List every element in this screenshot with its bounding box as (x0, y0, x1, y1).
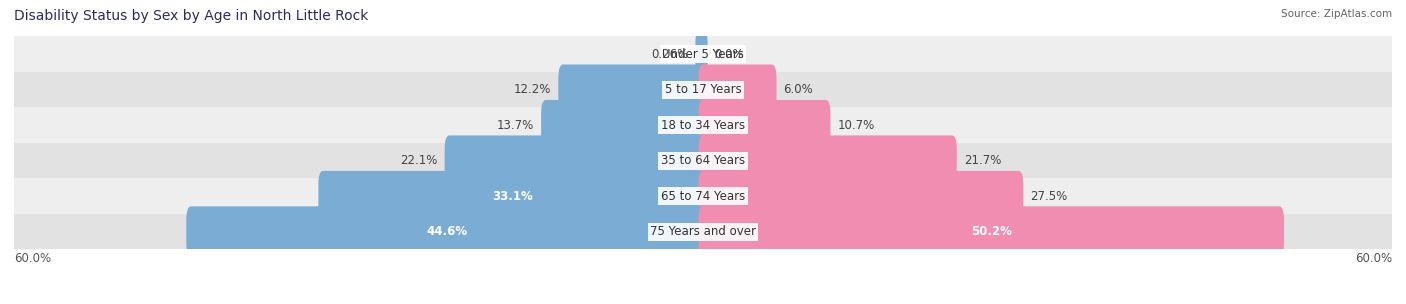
Bar (14, 178, 1392, 214)
Text: 12.2%: 12.2% (515, 83, 551, 96)
FancyBboxPatch shape (444, 136, 707, 186)
FancyBboxPatch shape (699, 171, 1024, 221)
Text: 10.7%: 10.7% (838, 119, 875, 132)
FancyBboxPatch shape (699, 100, 831, 150)
Text: Source: ZipAtlas.com: Source: ZipAtlas.com (1281, 9, 1392, 19)
Text: 75 Years and over: 75 Years and over (650, 225, 756, 238)
Text: 50.2%: 50.2% (970, 225, 1012, 238)
Text: 21.7%: 21.7% (963, 154, 1001, 167)
Text: 35 to 64 Years: 35 to 64 Years (661, 154, 745, 167)
FancyBboxPatch shape (696, 29, 707, 79)
Text: 60.0%: 60.0% (14, 252, 51, 265)
Text: 27.5%: 27.5% (1031, 190, 1067, 202)
Bar (14, 143, 1392, 178)
Bar (14, 107, 1392, 143)
Text: Under 5 Years: Under 5 Years (662, 48, 744, 61)
Text: 60.0%: 60.0% (1355, 252, 1392, 265)
Bar (14, 72, 1392, 107)
FancyBboxPatch shape (699, 136, 956, 186)
Text: 5 to 17 Years: 5 to 17 Years (665, 83, 741, 96)
FancyBboxPatch shape (318, 171, 707, 221)
Text: 65 to 74 Years: 65 to 74 Years (661, 190, 745, 202)
Text: 6.0%: 6.0% (783, 83, 813, 96)
Text: Disability Status by Sex by Age in North Little Rock: Disability Status by Sex by Age in North… (14, 9, 368, 23)
Text: 33.1%: 33.1% (492, 190, 533, 202)
Text: 0.0%: 0.0% (714, 48, 744, 61)
Bar (14, 214, 1392, 249)
FancyBboxPatch shape (186, 206, 707, 257)
Text: 0.26%: 0.26% (651, 48, 689, 61)
FancyBboxPatch shape (558, 64, 707, 115)
Text: 13.7%: 13.7% (496, 119, 534, 132)
Bar (14, 36, 1392, 72)
Text: 18 to 34 Years: 18 to 34 Years (661, 119, 745, 132)
FancyBboxPatch shape (699, 206, 1284, 257)
FancyBboxPatch shape (541, 100, 707, 150)
FancyBboxPatch shape (699, 64, 776, 115)
Text: 22.1%: 22.1% (401, 154, 437, 167)
Text: 44.6%: 44.6% (426, 225, 468, 238)
